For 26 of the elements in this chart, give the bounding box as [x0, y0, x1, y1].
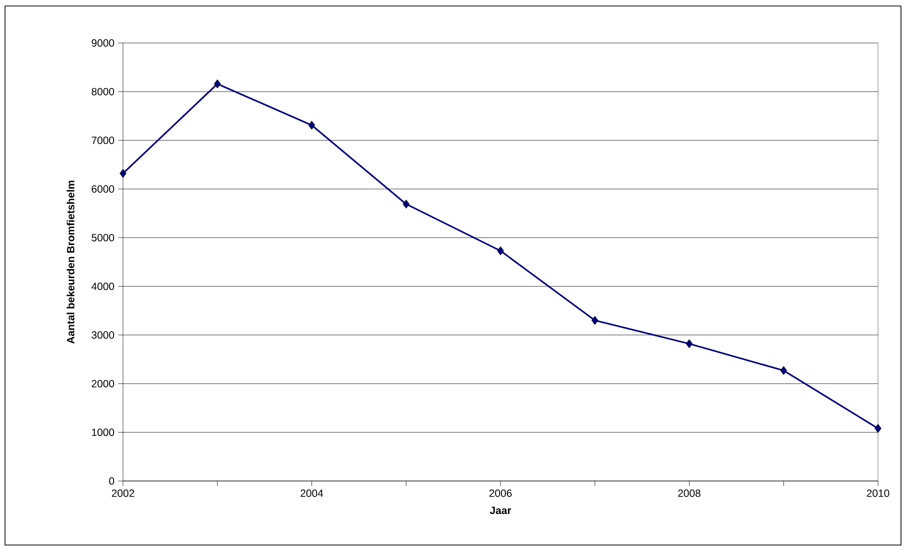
point [402, 200, 410, 209]
point [497, 246, 504, 256]
point [308, 120, 316, 130]
point [780, 366, 788, 375]
x-tick-label: 2008 [678, 490, 700, 497]
point [686, 339, 693, 348]
point [591, 316, 598, 325]
y-tick-label: 1000 [92, 428, 114, 436]
y-tick-label: 9000 [92, 39, 114, 47]
y-tick-label: 6000 [92, 185, 114, 193]
x-axis-title: Jaar [490, 506, 512, 514]
y-tick-label: 8000 [92, 88, 114, 96]
x-tick-label: 2002 [112, 490, 134, 497]
point [214, 79, 221, 88]
y-tick-label: 5000 [92, 234, 114, 242]
x-tick-label: 2004 [300, 490, 324, 497]
y-tick-label: 0 [109, 477, 114, 485]
x-tick-label: 2010 [866, 490, 890, 497]
y-tick-label: 2000 [92, 380, 114, 388]
y-tick-label: 7000 [92, 136, 114, 144]
point [874, 424, 882, 433]
x-tick-label: 2006 [489, 490, 512, 497]
point [120, 168, 126, 178]
y-axis-title: Aantal bekeurden Bromfietshelm [66, 180, 74, 344]
y-tick-label: 4000 [91, 282, 114, 290]
y-tick-label: 3000 [92, 331, 114, 339]
